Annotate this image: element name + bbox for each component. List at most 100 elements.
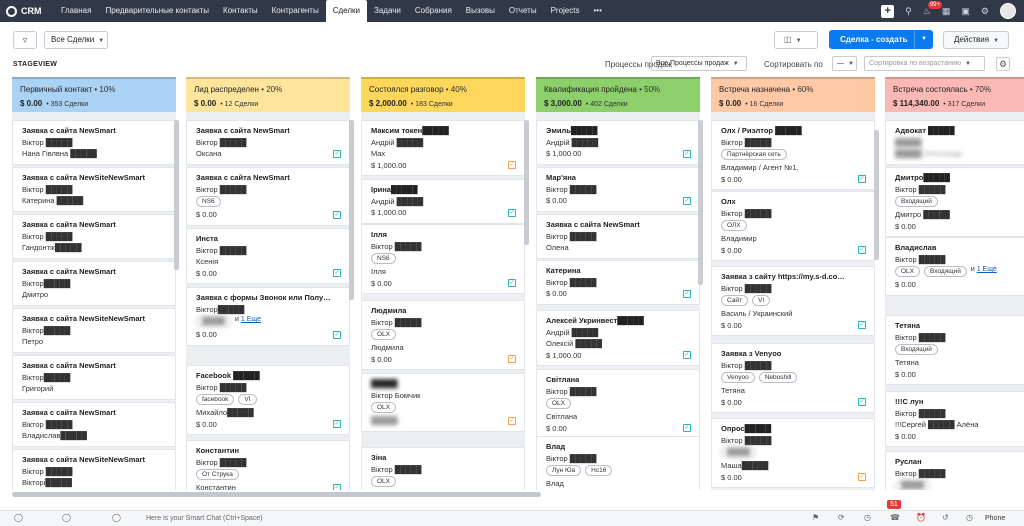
create-deal-button[interactable]: Сделка - создать ▼: [829, 30, 933, 49]
deal-title[interactable]: Адвокат █████: [895, 126, 955, 135]
nav-item[interactable]: Контакты: [223, 6, 258, 15]
nav-item[interactable]: Предварительные контакты: [105, 6, 210, 15]
deal-title[interactable]: Світлана: [546, 375, 580, 384]
deal-title[interactable]: Заявка с формы Звонок или Полу…: [196, 293, 331, 302]
deal-title[interactable]: Заявка с сайта NewSmart: [22, 267, 116, 276]
deal-card[interactable]: Алексей Укринвест█████ Андрій █████ Олексі…: [536, 310, 700, 366]
more-tags-link[interactable]: и 1 Еще: [970, 266, 997, 273]
tag[interactable]: █████: [196, 316, 232, 327]
bell-icon[interactable]: ♨ 99+: [922, 0, 942, 16]
alarm-icon[interactable]: ⏰: [916, 513, 926, 522]
tag[interactable]: facebook: [196, 394, 235, 405]
deal-card[interactable]: Заявка с сайта NewSmart Віктор █████ Нана …: [12, 120, 176, 165]
task-check-icon[interactable]: ✓: [333, 330, 341, 339]
deal-card[interactable]: Зіна Віктор █████ OLX: [361, 447, 525, 490]
create-dropdown-icon[interactable]: ▼: [914, 30, 933, 49]
task-check-icon[interactable]: ✓: [508, 355, 516, 363]
deal-card[interactable]: Заявка с сайта NewSiteNewSmart Віктор ███…: [12, 167, 176, 212]
app-logo[interactable]: CRM: [0, 5, 54, 17]
stage-header[interactable]: Встреча назначена • 60% $ 0.00 • 16 Сделк…: [711, 77, 875, 112]
tag[interactable]: Входящий: [895, 344, 938, 355]
deal-title[interactable]: Facebook █████: [196, 371, 260, 380]
deal-title[interactable]: Владислав: [895, 243, 937, 252]
tag[interactable]: OLX: [895, 266, 921, 277]
deal-title[interactable]: Руслан: [895, 457, 922, 466]
deal-title[interactable]: Инста: [196, 234, 218, 243]
nav-item[interactable]: Собрания: [414, 6, 452, 15]
deal-title[interactable]: Заявка с сайта NewSmart: [22, 361, 116, 370]
tag[interactable]: OLX: [371, 329, 397, 340]
stage-header[interactable]: Встреча состоялась • 70% $ 114,340.00 • 3…: [885, 77, 1024, 112]
nav-item[interactable]: Контрагенты: [271, 6, 319, 15]
search-icon[interactable]: ⚲: [905, 5, 912, 16]
tag[interactable]: NS6: [196, 196, 221, 207]
contacts-icon[interactable]: ◯: [112, 513, 121, 522]
chats-icon[interactable]: ◯: [14, 513, 23, 522]
task-check-icon[interactable]: ✓: [683, 424, 691, 432]
nav-item[interactable]: Главная: [61, 6, 92, 15]
stage-header[interactable]: Лид распределен • 20% $ 0.00 • 12 Сделки: [186, 77, 350, 112]
deal-title[interactable]: Заявка с сайта NewSmart: [22, 126, 116, 135]
nav-item[interactable]: Отчеты: [508, 6, 537, 15]
deal-card[interactable]: Инста Віктор █████ Ксенія $ 0.00 ✓: [186, 228, 350, 284]
deal-card[interactable]: Заявка з Venyoo Віктор █████ Venyoo Neboshi…: [711, 343, 875, 413]
more-tags-link[interactable]: и 1 Еще: [235, 316, 261, 323]
deal-card[interactable]: Заявка с сайта NewSmart Віктор█████ Дмитро: [12, 261, 176, 306]
deal-title[interactable]: Заявка с сайта NewSmart: [196, 173, 290, 182]
deal-card[interactable]: Олх / Риэлтор █████ Віктор █████ Партнёрск…: [711, 120, 875, 190]
more-tags-text[interactable]: 1 Еще: [240, 316, 261, 323]
nav-item[interactable]: Вызовы: [465, 6, 495, 15]
recent-icon[interactable]: ◷: [966, 513, 973, 522]
quick-create-icon[interactable]: +: [881, 4, 895, 18]
deal-title[interactable]: Дмитро█████: [895, 173, 950, 182]
nav-item[interactable]: •••: [593, 6, 602, 15]
settings-gear-icon[interactable]: ⚙: [980, 5, 989, 16]
task-check-icon[interactable]: ✓: [683, 289, 691, 298]
filter-button[interactable]: ▿: [13, 31, 37, 49]
deal-card[interactable]: Дмитро█████ Віктор █████ Входящий Дмитро ██…: [885, 167, 1024, 237]
tag[interactable]: Neboshill: [758, 372, 798, 383]
deal-title[interactable]: Заявка с сайта NewSmart: [22, 408, 116, 417]
horizontal-scrollbar[interactable]: [12, 492, 541, 497]
marketplace-icon[interactable]: ▣: [961, 5, 970, 16]
deal-card[interactable]: Эмиль█████ Андрій █████ $ 1,000.00 ✓: [536, 120, 700, 165]
tag[interactable]: Лун Юа: [546, 465, 582, 476]
deal-card[interactable]: Влад Віктор █████ Лун Юа Нс16 Влад: [536, 436, 700, 490]
tag[interactable]: OLX: [371, 402, 397, 413]
tag[interactable]: VI: [238, 394, 257, 405]
deal-card[interactable]: Заявка с сайта NewSiteNewSmart Віктор████…: [12, 308, 176, 353]
deal-title[interactable]: Заявка с сайта NewSiteNewSmart: [22, 173, 145, 182]
deal-title[interactable]: Зіна: [371, 453, 387, 462]
deal-title[interactable]: Ірина█████: [371, 185, 418, 194]
deal-title[interactable]: Людмила: [371, 306, 407, 315]
calendar-icon[interactable]: ▦: [941, 5, 951, 16]
deal-card[interactable]: Владислав Віктор █████ OLX Входящий и 1 Еще $…: [885, 237, 1024, 296]
deal-title[interactable]: Мар'яна: [546, 173, 576, 182]
deal-card[interactable]: Максим токен█████ Андрій █████ Max $ 1,000.…: [361, 120, 525, 176]
deal-title[interactable]: Заявка с сайта NewSmart: [196, 126, 290, 135]
tag[interactable]: VI: [752, 295, 771, 306]
channels-icon[interactable]: ◯: [62, 513, 71, 522]
tag[interactable]: NS6: [371, 253, 396, 264]
task-check-icon[interactable]: ✓: [508, 208, 516, 217]
deal-title[interactable]: Влад: [546, 442, 566, 451]
task-check-icon[interactable]: ✓: [683, 149, 691, 158]
phone-button[interactable]: Phone: [985, 515, 1006, 522]
nav-item[interactable]: Projects: [550, 6, 580, 15]
sort-order-select[interactable]: Сортировка по возрастанию ▼: [864, 56, 985, 71]
deal-title[interactable]: Олх / Риэлтор █████: [721, 126, 802, 135]
task-check-icon[interactable]: ✓: [333, 149, 341, 158]
deal-card[interactable]: Світлана Віктор █████ OLX Світлана $ 0.00 ✓: [536, 369, 700, 439]
deal-card[interactable]: Опрос█████ Віктор █████ █████ Маша█████ $ 0.…: [711, 418, 875, 488]
timer-icon[interactable]: ◷: [864, 513, 871, 522]
deal-card[interactable]: Заявка з сайту https://my.s-d.co… Віктор …: [711, 266, 875, 336]
deal-title[interactable]: Максим токен█████: [371, 126, 449, 135]
view-select[interactable]: Все Сделки ▼: [44, 31, 108, 49]
column-scrollbar[interactable]: [524, 120, 529, 245]
tag[interactable]: Сайт: [721, 295, 748, 306]
task-check-icon[interactable]: ✓: [333, 210, 341, 219]
deal-card[interactable]: Олх Віктор █████ ОЛХ Владимир $ 0.00 ✓: [711, 191, 875, 261]
tag[interactable]: ОЛХ: [721, 220, 747, 231]
task-check-icon[interactable]: ✓: [858, 473, 866, 481]
